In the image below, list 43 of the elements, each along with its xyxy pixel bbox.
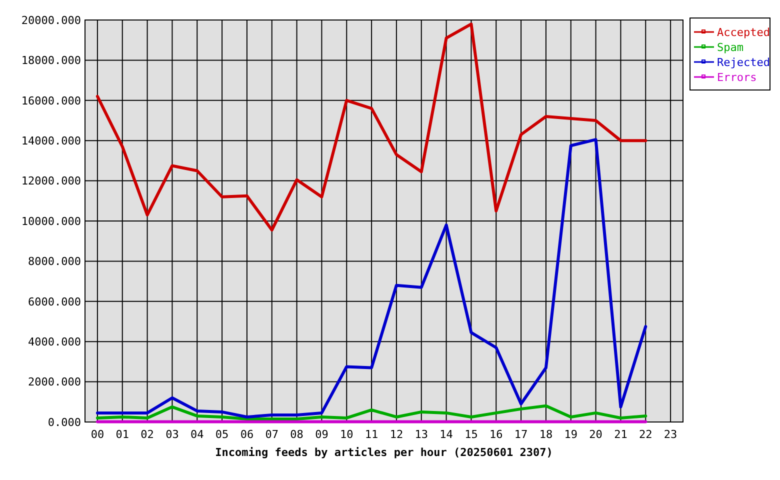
x-tick-label: 18 xyxy=(539,428,553,441)
x-tick-label: 03 xyxy=(166,428,179,441)
y-tick-label: 0.000 xyxy=(48,416,81,429)
line-series xyxy=(96,22,648,232)
x-tick-label: 10 xyxy=(340,428,354,441)
x-tick-label: 19 xyxy=(564,428,578,441)
x-tick-label: 01 xyxy=(116,428,129,441)
y-tick-label: 12000.000 xyxy=(21,174,81,188)
x-tick-label: 13 xyxy=(414,428,428,441)
line-series xyxy=(96,138,648,418)
x-tick-label: 16 xyxy=(490,428,503,441)
x-tick-label: 07 xyxy=(265,428,278,441)
y-tick-label: 10000.000 xyxy=(21,214,81,228)
legend-label: Spam xyxy=(717,40,744,54)
x-tick-label: 08 xyxy=(290,428,304,441)
x-axis-title: Incoming feeds by articles per hour (20250601 2307) xyxy=(215,446,553,459)
x-tick-label: 11 xyxy=(364,428,378,441)
legend-label: Rejected xyxy=(717,56,770,69)
x-tick-label: 15 xyxy=(464,428,478,441)
y-tick-label: 20000.000 xyxy=(21,14,81,27)
y-tick-label: 18000.000 xyxy=(21,54,81,68)
legend-label: Errors xyxy=(717,70,757,84)
x-tick-label: 06 xyxy=(240,428,254,441)
x-tick-label: 12 xyxy=(390,428,404,441)
x-tick-label: 17 xyxy=(514,428,528,441)
x-tick-label: 00 xyxy=(90,428,104,441)
x-tick-label: 02 xyxy=(140,428,154,441)
x-tick-label: 04 xyxy=(190,428,204,441)
y-tick-label: 16000.000 xyxy=(21,94,81,108)
y-tick-label: 6000.000 xyxy=(28,295,81,308)
x-tick-label: 09 xyxy=(315,428,328,441)
y-tick-label: 2000.000 xyxy=(28,376,81,389)
x-tick-label: 22 xyxy=(639,428,652,441)
legend-label: Accepted xyxy=(717,26,770,39)
x-tick-label: 14 xyxy=(440,428,454,441)
y-tick-label: 8000.000 xyxy=(28,255,81,268)
x-tick-label: 21 xyxy=(614,428,628,441)
x-tick-label: 05 xyxy=(215,428,229,441)
y-tick-label: 4000.000 xyxy=(28,335,81,348)
line-series xyxy=(96,404,648,420)
x-tick-label: 23 xyxy=(664,428,678,441)
x-tick-label: 20 xyxy=(589,428,602,441)
y-tick-label: 14000.000 xyxy=(21,134,81,148)
